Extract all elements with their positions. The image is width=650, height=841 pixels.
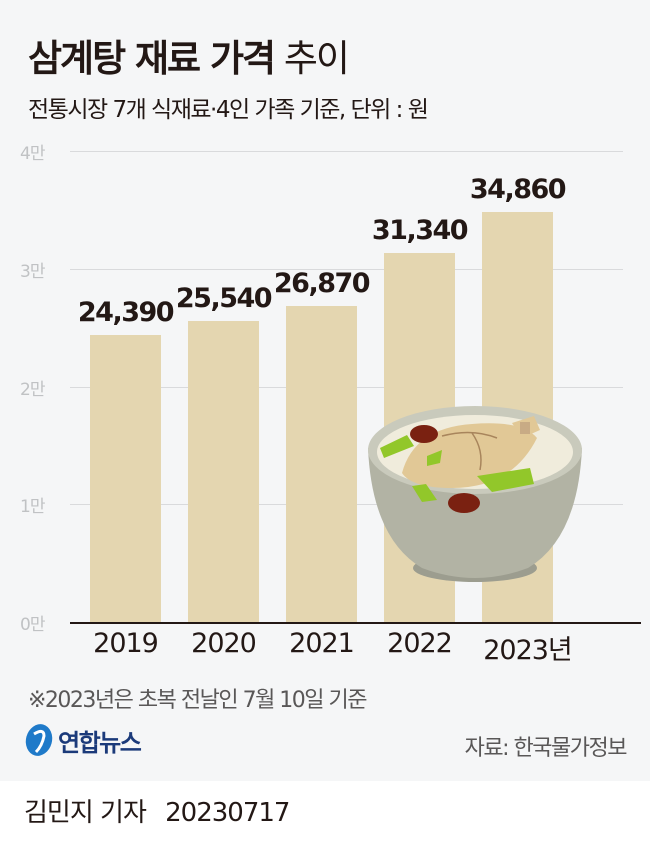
- x-tick-label: 2022: [387, 628, 453, 659]
- bar-2019: [90, 334, 161, 622]
- value-label: 24,390: [77, 296, 175, 328]
- title-light: 추이: [283, 37, 350, 80]
- yonhap-globe-icon: [25, 724, 53, 756]
- value-label: 26,870: [273, 267, 371, 299]
- publish-date: 20230717: [165, 798, 290, 828]
- bar-chart: 0만 1만 2만 3만 4만 24,390 2019 25,540 2020 26,870 2021…: [20, 144, 641, 666]
- value-label: 25,540: [175, 283, 273, 315]
- gridline: [70, 268, 623, 270]
- subtitle: 전통시장 7개 식재료·4인 가족 기준, 단위 : 원: [28, 97, 429, 123]
- y-tick-label: 1만: [20, 497, 45, 518]
- x-tick-label: 2023년: [483, 635, 573, 666]
- reporter-name: 김민지 기자: [24, 798, 147, 828]
- footnote: ※2023년은 초복 전날인 7월 10일 기준: [28, 688, 368, 713]
- x-axis-line: [70, 622, 641, 624]
- x-tick-label: 2019: [93, 628, 159, 659]
- x-tick-label: 2021: [289, 628, 355, 659]
- y-tick-label: 2만: [20, 379, 45, 400]
- bar-2020: [188, 321, 259, 622]
- y-tick-label: 4만: [20, 144, 45, 164]
- yonhap-logo: 연합뉴스: [24, 722, 142, 758]
- source-label: 자료: 한국물가정보: [464, 736, 628, 761]
- y-tick-label: 3만: [20, 261, 45, 282]
- credit-line: 김민지 기자 20230717: [24, 792, 290, 829]
- value-label: 31,340: [371, 214, 469, 246]
- x-tick-label: 2020: [191, 628, 257, 659]
- bar-2021: [286, 305, 357, 622]
- gridline: [70, 151, 623, 152]
- samgyetang-bowl-icon: [368, 406, 582, 582]
- y-tick-label: 0만: [20, 615, 45, 635]
- value-label: 34,860: [469, 173, 567, 205]
- page-title: 삼계탕 재료 가격 추이: [28, 28, 350, 82]
- logo-text: 연합뉴스: [58, 728, 142, 757]
- title-bold: 삼계탕 재료 가격: [28, 37, 276, 80]
